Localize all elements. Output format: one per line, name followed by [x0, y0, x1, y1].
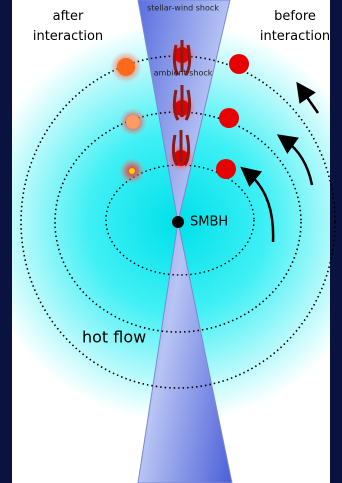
smbh — [172, 216, 184, 228]
page: {"labels": {"after": "after interaction"… — [0, 0, 342, 483]
label: ambient shock — [154, 69, 213, 78]
stars-in-jet — [167, 40, 196, 172]
label: stellar-wind shock — [147, 4, 219, 13]
diagram: stellar-wind shock ambient shock SMBH ho… — [0, 0, 342, 483]
label: hot flow — [82, 328, 146, 347]
label: SMBH — [190, 215, 228, 230]
